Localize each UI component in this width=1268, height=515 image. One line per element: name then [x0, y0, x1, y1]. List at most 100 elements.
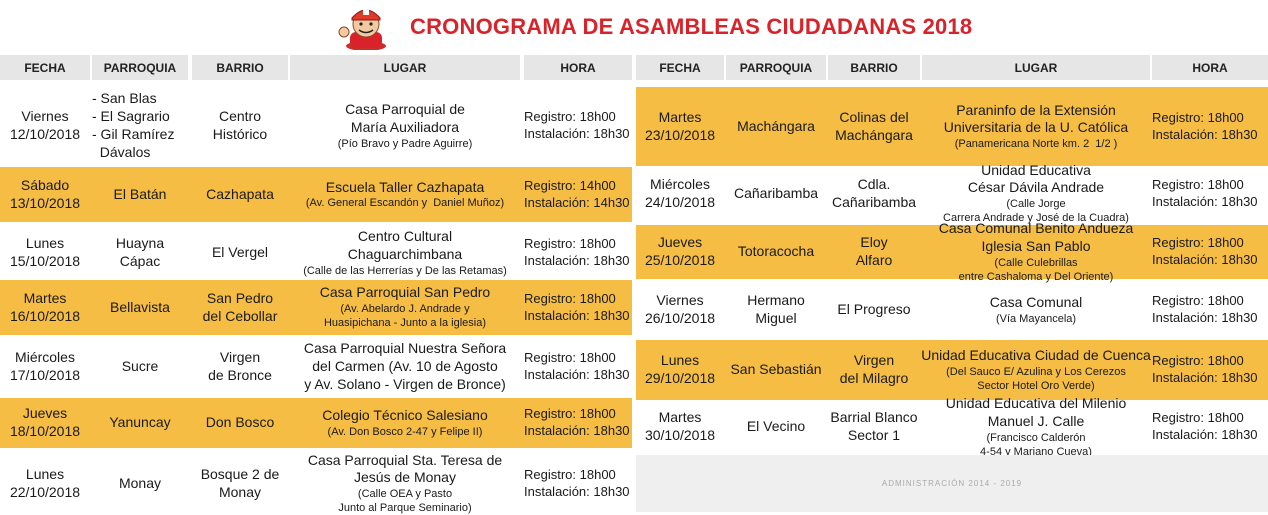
lugar-sub-text: (Av. Abelardo J. Andrade y — [340, 303, 470, 316]
barrio-cell: Cazhapata — [192, 167, 288, 222]
lugar-sub-text: (Calle de las Herrerías y De las Retamas… — [303, 264, 507, 277]
mascot-logo-icon — [338, 9, 386, 50]
lugar-cell: Casa Parroquial Sta. Teresa de Jesús de M… — [290, 452, 520, 515]
instalacion-text: Instalación: 18h30 — [1152, 370, 1258, 385]
barrio-cell: Centro Histórico — [192, 85, 288, 167]
barrio-cell: Colinas del Machángara — [828, 87, 920, 166]
instalacion-text: Instalación: 18h30 — [1152, 310, 1258, 325]
registro-text: Registro: 18h00 — [524, 350, 616, 366]
instalacion-text: Instalación: 18h30 — [1152, 126, 1258, 142]
lugar-sub-text: (Calle Culebrillas — [994, 256, 1078, 269]
date-text: 12/10/2018 — [9, 126, 81, 142]
parroquia-text: Monay — [118, 474, 162, 491]
header-fecha-right: FECHA — [636, 55, 724, 80]
registro-text: Registro: 18h00 — [1152, 410, 1244, 426]
barrio-text: Cañaribamba — [831, 193, 917, 210]
header-parroquia-left: PARROQUIA — [92, 55, 188, 80]
lugar-cell: Centro Cultural Chaguarchimbana (Calle de … — [290, 226, 520, 280]
instalacion-text: Instalación: 14h30 — [524, 194, 630, 210]
registro-text: Registro: 18h00 — [524, 406, 616, 422]
barrio-text: Cazhapata — [206, 185, 274, 202]
hora-cell: Registro: 18h00 Instalación: 18h30 — [524, 85, 632, 167]
parroquia-text: - San Blas — [92, 90, 157, 107]
instalacion-text: Instalación: 18h30 — [1152, 193, 1258, 209]
barrio-text: El Progreso — [837, 301, 911, 318]
hora-cell: Registro: 18h00 Instalación: 18h30 — [524, 226, 632, 280]
date-text: 23/10/2018 — [644, 126, 716, 143]
fecha-cell: Miércoles 24/10/2018 — [636, 166, 724, 221]
barrio-cell: Barrial Blanco Sector 1 — [828, 400, 920, 454]
parroquia-cell: Sucre — [92, 339, 188, 395]
header-hora-right: HORA — [1152, 55, 1268, 80]
parroquia-cell: El Batán — [92, 167, 188, 222]
lugar-sub-text: (Calle Jorge — [1006, 198, 1066, 211]
lugar-text: Unidad Educativa — [981, 161, 1091, 178]
parroquia-text: Cápac — [119, 253, 161, 269]
lugar-sub-text: Sector Hotel Oro Verde) — [977, 379, 1095, 392]
hora-cell: Registro: 18h00 Instalación: 18h30 — [524, 455, 632, 512]
date-text: 16/10/2018 — [9, 307, 81, 324]
lugar-text: César Dávila Andrade — [967, 179, 1105, 196]
lugar-text: y Av. Solano - Virgen de Bronce) — [304, 375, 506, 392]
lugar-sub-text: (Calle OEA y Pasto — [357, 488, 453, 501]
barrio-text: Colinas del — [839, 108, 909, 125]
parroquia-cell: Huayna Cápac — [92, 226, 188, 280]
lugar-text: María Auxiliadora — [350, 118, 460, 135]
registro-text: Registro: 18h00 — [1152, 176, 1244, 192]
day-text: Miércoles — [15, 349, 75, 366]
parroquia-cell: Cañaribamba — [726, 166, 826, 221]
fecha-cell: Sábado 13/10/2018 — [0, 167, 90, 222]
parroquia-text: San Sebastián — [730, 361, 822, 378]
barrio-text: del Cebollar — [202, 307, 278, 324]
row-highlight — [0, 167, 632, 222]
parroquia-text: - El Sagrario — [92, 108, 170, 125]
lugar-text: Casa Comunal Benito Andueza — [938, 220, 1134, 237]
barrio-text: Don Bosco — [205, 414, 275, 431]
day-text: Martes — [23, 289, 67, 306]
lugar-sub-text: (Av. General Escandón y Daniel Muñoz) — [305, 197, 505, 210]
fecha-cell: Martes 30/10/2018 — [636, 400, 724, 454]
lugar-text: Unidad Educativa Ciudad de Cuenca — [921, 346, 1151, 363]
day-text: Martes — [658, 108, 702, 125]
parroquia-cell: Totoracocha — [726, 225, 826, 279]
parroquia-text: Yanuncay — [109, 414, 171, 431]
footer-text: ADMINISTRACIÓN 2014 - 2019 — [881, 479, 1023, 488]
page-title: CRONOGRAMA DE ASAMBLEAS CIUDADANAS 2018 — [410, 14, 973, 39]
header-parroquia-right: PARROQUIA — [726, 55, 826, 80]
lugar-text: Universitaria de la U. Católica — [943, 119, 1129, 136]
lugar-cell: Unidad Educativa César Dávila Andrade (Cal… — [922, 162, 1150, 225]
lugar-sub-text: Junto al Parque Seminario) — [338, 502, 472, 515]
header-barrio-right: BARRIO — [828, 55, 920, 80]
barrio-text: Monay — [218, 483, 262, 500]
lugar-text: Chaguarchimbana — [347, 245, 463, 262]
barrio-text: Virgen — [853, 352, 895, 369]
row-highlight — [0, 280, 632, 335]
parroquia-cell: Bellavista — [92, 280, 188, 335]
date-text: 24/10/2018 — [644, 193, 716, 210]
barrio-text: San Pedro — [206, 289, 274, 306]
parroquia-text: - Gil Ramírez — [92, 126, 175, 142]
footer-box: ADMINISTRACIÓN 2014 - 2019 — [636, 455, 1268, 512]
lugar-text: Jesús de Monay — [354, 469, 456, 486]
date-text: 17/10/2018 — [9, 367, 81, 383]
parroquia-text: Huayna — [115, 235, 165, 252]
lugar-text: Casa Parroquial de — [345, 101, 465, 118]
instalacion-text: Instalación: 18h30 — [524, 367, 630, 382]
row-highlight — [636, 87, 1268, 166]
instalacion-text: Instalación: 18h30 — [524, 483, 630, 499]
hora-cell: Registro: 18h00 Instalación: 18h30 — [1152, 400, 1268, 454]
instalacion-text: Instalación: 18h30 — [1152, 252, 1258, 267]
lugar-text: Iglesia San Pablo — [981, 237, 1091, 254]
barrio-text: del Milagro — [839, 370, 909, 386]
date-text: 26/10/2018 — [644, 310, 716, 326]
parroquia-cell: San Sebastián — [726, 340, 826, 400]
lugar-text: Unidad Educativa del Milenio — [945, 395, 1127, 412]
barrio-cell: Virgen de Bronce — [192, 339, 288, 395]
fecha-cell: Viernes 26/10/2018 — [636, 280, 724, 340]
instalacion-text: Instalación: 18h30 — [524, 307, 630, 323]
parroquia-cell: El Vecino — [726, 400, 826, 454]
registro-text: Registro: 18h00 — [524, 466, 616, 482]
registro-text: Registro: 14h00 — [524, 177, 616, 193]
day-text: Sábado — [20, 176, 70, 193]
date-text: 29/10/2018 — [644, 370, 716, 386]
